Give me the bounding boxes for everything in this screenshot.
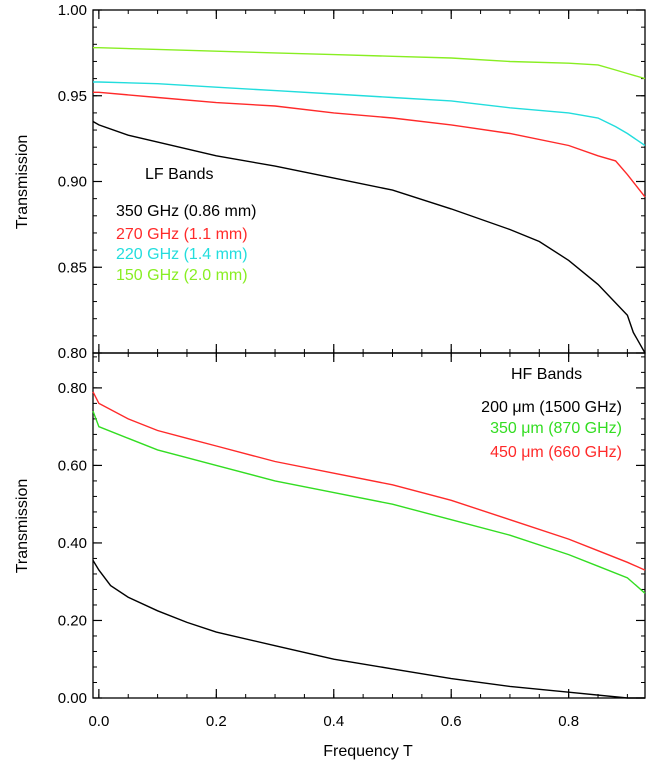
bottom-series-line-1 [92, 560, 645, 699]
bottom-legend-entry-1: 200 μm (1500 GHz) [481, 399, 622, 416]
x-tick-label: 0.8 [558, 713, 579, 730]
bottom-y-tick-label: 0.40 [58, 535, 87, 552]
top-y-ticks: 0.80 0.85 0.90 0.95 1.00 [58, 2, 645, 362]
bottom-y-axis-title: Transmission [14, 479, 31, 574]
top-legend-title: LF Bands [145, 166, 213, 183]
top-y-tick-label: 1.00 [58, 2, 87, 19]
bottom-y-tick-label: 0.60 [58, 457, 87, 474]
bottom-series [92, 391, 646, 699]
bottom-series-line-2 [92, 410, 646, 594]
bottom-plot-frame [92, 352, 646, 699]
bottom-x-ticks: 0.0 0.2 0.4 0.6 0.8 [88, 353, 628, 730]
top-legend-entry-4: 150 GHz (2.0 mm) [116, 267, 248, 284]
top-y-tick-label: 0.95 [58, 88, 87, 105]
bottom-series-line-3 [92, 391, 646, 571]
top-panel: 0.80 0.85 0.90 0.95 1.00 Transmission LF Ban… [14, 2, 646, 362]
bottom-legend-entry-3: 450 μm (660 GHz) [490, 444, 622, 461]
top-legend-entry-3: 220 GHz (1.4 mm) [116, 246, 248, 263]
x-tick-label: 0.6 [441, 713, 462, 730]
bottom-y-tick-label: 0.00 [58, 690, 87, 707]
top-series-line-1 [92, 120, 646, 354]
top-series-line-3 [93, 81, 646, 147]
bottom-legend-title: HF Bands [511, 366, 582, 383]
top-y-tick-label: 0.80 [58, 345, 87, 362]
x-tick-label: 0.4 [323, 713, 344, 730]
top-legend-entry-2: 270 GHz (1.1 mm) [116, 226, 248, 243]
x-tick-label: 0.2 [206, 713, 227, 730]
bottom-y-tick-label: 0.80 [58, 380, 87, 397]
top-legend-entry-1: 350 GHz (0.86 mm) [116, 203, 256, 220]
bottom-y-tick-label: 0.20 [58, 612, 87, 629]
top-series [92, 47, 646, 354]
x-axis-title: Frequency T [323, 743, 413, 760]
bottom-panel: 0.00 0.20 0.40 0.60 0.80 0.0 0.2 0.4 0.6 0.8 Tra… [14, 352, 646, 760]
x-tick-label: 0.0 [88, 713, 109, 730]
top-y-tick-label: 0.90 [58, 174, 87, 191]
top-y-axis-title: Transmission [14, 135, 31, 230]
top-series-line-2 [93, 91, 646, 198]
top-y-tick-label: 0.85 [58, 259, 87, 276]
bottom-legend-entry-2: 350 μm (870 GHz) [490, 420, 622, 437]
bottom-y-ticks: 0.00 0.20 0.40 0.60 0.80 [58, 356, 645, 707]
top-series-line-4 [93, 47, 646, 80]
